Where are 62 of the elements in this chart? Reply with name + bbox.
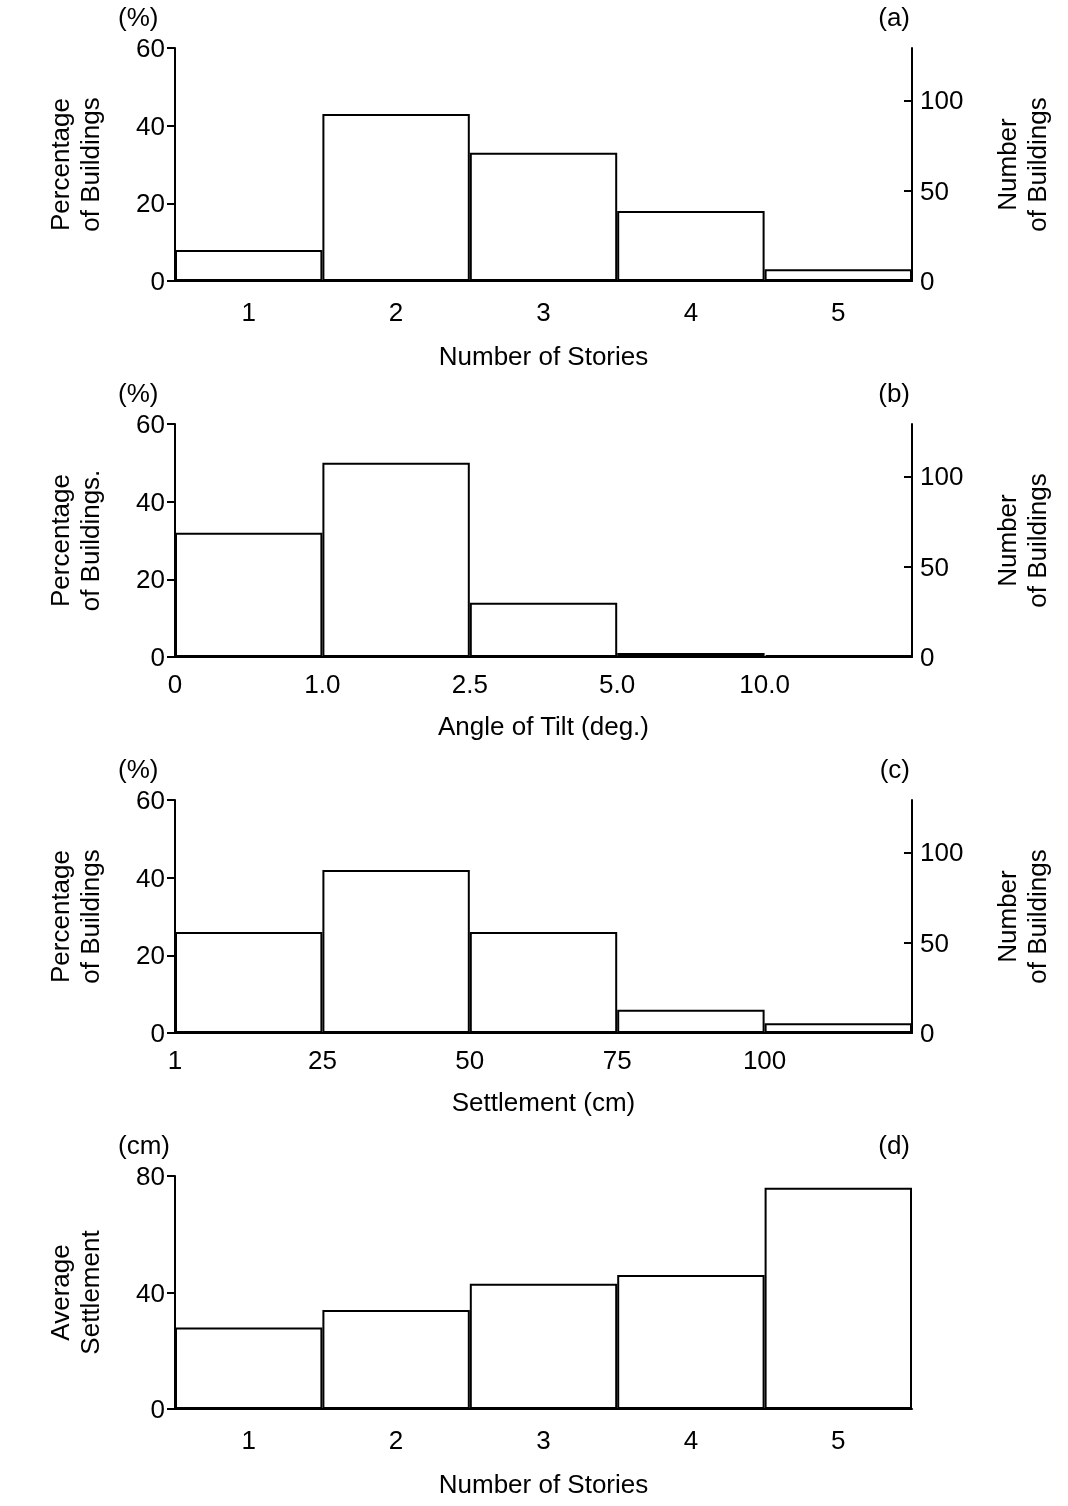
- y2-tick-label: 0: [920, 1018, 935, 1048]
- y2-tick-label: 100: [920, 85, 964, 116]
- y-tick-label: 20: [136, 188, 165, 219]
- text: (%): [118, 378, 159, 408]
- y-axis-title: Average Settlement: [45, 1229, 105, 1355]
- y2-tick-label: 100: [920, 837, 964, 868]
- x-tick-label: 1.0: [304, 669, 341, 699]
- y-tick-label: 40: [136, 1277, 165, 1308]
- x-tick-label: 2: [388, 1425, 404, 1455]
- x-tick-label: 25: [307, 1045, 337, 1075]
- x-tick-label: 5.0: [599, 669, 636, 699]
- x-tick-label: 3: [536, 297, 551, 327]
- y-tick-label: 0: [150, 266, 165, 296]
- y-tick-label: 40: [136, 486, 165, 517]
- y2-tick-label: 0: [920, 642, 935, 672]
- y-tick-label: 60: [136, 33, 165, 63]
- y-tick-label: 0: [150, 642, 165, 672]
- y2-axis-title: Number of Buildings: [992, 473, 1052, 608]
- x-tick-label: 1: [241, 297, 256, 327]
- y-tick-label: 0: [150, 1394, 165, 1424]
- y-tick-label: 20: [136, 564, 165, 595]
- x-tick-label: 1: [167, 1045, 183, 1075]
- y2-tick-label: 100: [920, 461, 964, 492]
- y2-axis-title: Number of Buildings: [992, 849, 1052, 984]
- x-tick-label: 2.5: [451, 669, 488, 699]
- x-tick-label: 1: [241, 1425, 256, 1455]
- y-tick-label: 40: [136, 862, 165, 893]
- y2-tick-label: 50: [920, 175, 949, 206]
- chart-title: (c): [879, 754, 911, 784]
- x-axis-title: Number of Stories: [438, 1469, 649, 1499]
- x-tick-label: 3: [536, 1425, 551, 1455]
- x-tick-label: 10.0: [739, 669, 790, 699]
- y2-tick-label: 50: [920, 551, 949, 582]
- y2-tick-label: 50: [920, 927, 949, 958]
- chart-title: (b): [878, 378, 910, 408]
- x-tick-label: 5: [831, 1425, 846, 1455]
- y-axis-title: Percentage of Buildings: [45, 97, 105, 232]
- x-tick-label: 2: [388, 297, 404, 327]
- x-axis-title: Angle of Tilt (deg.): [438, 711, 649, 741]
- y2-axis-title: Number of Buildings: [992, 97, 1052, 232]
- x-tick-label: 5: [831, 297, 846, 327]
- x-tick-label: 4: [683, 297, 699, 327]
- y-tick-label: 60: [136, 785, 165, 815]
- x-axis-title: Number of Stories: [438, 341, 649, 371]
- chart-title: (a): [878, 2, 910, 32]
- text: (cm): [118, 1130, 170, 1160]
- text: (%): [118, 754, 159, 784]
- y-axis-title: Percentage of Buildings: [45, 849, 105, 984]
- y-tick-label: 20: [136, 940, 165, 971]
- y2-tick-label: 0: [920, 266, 935, 296]
- y-tick-label: 80: [136, 1161, 165, 1191]
- x-tick-label: 75: [602, 1045, 632, 1075]
- y-tick-label: 0: [150, 1018, 165, 1048]
- y-axis-title: Percentage of Buildings.: [45, 469, 105, 612]
- x-tick-label: 100: [742, 1045, 787, 1075]
- y-tick-label: 40: [136, 110, 165, 141]
- x-axis-title: Settlement (cm): [451, 1087, 636, 1117]
- x-tick-label: 50: [455, 1045, 485, 1075]
- text: (%): [118, 2, 159, 32]
- y-tick-label: 60: [136, 409, 165, 439]
- chart-title: (d): [878, 1130, 910, 1160]
- x-tick-label: 4: [683, 1425, 699, 1455]
